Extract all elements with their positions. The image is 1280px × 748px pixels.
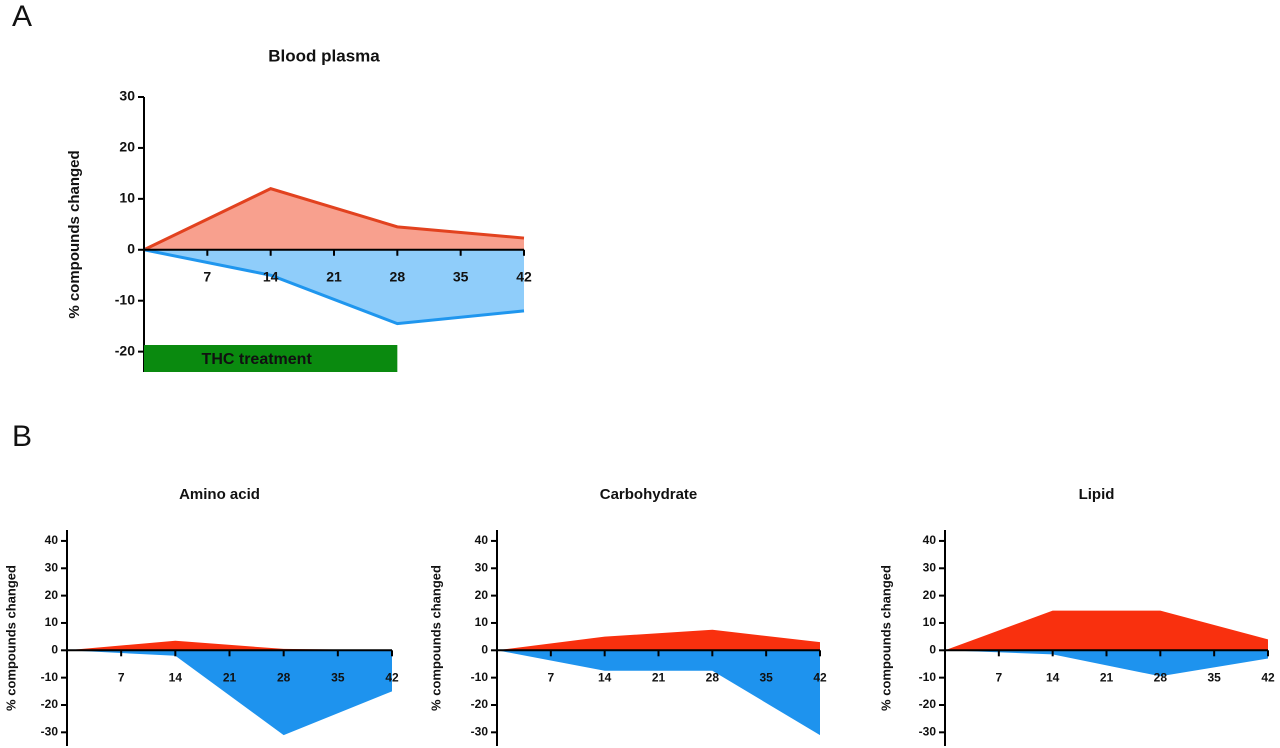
- x-tick-label: 14: [1046, 670, 1060, 684]
- treatment-label: THC treatment: [202, 351, 313, 368]
- y-tick-label: 10: [119, 190, 135, 206]
- y-tick-label: -20: [115, 342, 135, 358]
- chart-title: Blood plasma: [268, 46, 380, 65]
- y-tick-label: 0: [929, 642, 936, 656]
- y-axis-label: % compounds changed: [66, 150, 83, 318]
- y-tick-label: -20: [919, 697, 937, 711]
- x-tick-label: 28: [1154, 670, 1168, 684]
- x-tick-label: 7: [203, 268, 211, 284]
- y-tick-label: -30: [919, 725, 937, 739]
- y-tick-label: -20: [471, 697, 489, 711]
- y-tick-label: -10: [471, 670, 489, 684]
- y-tick-label: 20: [119, 139, 135, 155]
- area: [67, 640, 392, 651]
- x-tick-label: 7: [995, 670, 1002, 684]
- x-tick-label: 21: [652, 670, 666, 684]
- x-tick-label: 7: [547, 670, 554, 684]
- y-tick-label: -20: [41, 697, 59, 711]
- x-tick-label: 35: [331, 670, 345, 684]
- y-tick-label: 40: [923, 533, 937, 547]
- area: [144, 188, 524, 250]
- x-tick-label: 21: [223, 670, 237, 684]
- y-tick-label: 40: [475, 533, 489, 547]
- panel-label: A: [12, 0, 32, 33]
- chart-title: Amino acid: [179, 486, 260, 503]
- y-axis-label: % compounds changed: [878, 565, 893, 711]
- x-tick-label: 28: [390, 268, 406, 284]
- y-axis-label: % compounds changed: [3, 565, 18, 711]
- y-tick-label: 20: [45, 588, 59, 602]
- y-tick-label: 30: [119, 88, 135, 104]
- x-tick-label: 21: [1100, 670, 1114, 684]
- y-tick-label: 0: [51, 642, 58, 656]
- x-tick-label: 14: [169, 670, 183, 684]
- x-tick-label: 35: [453, 268, 469, 284]
- x-tick-label: 42: [385, 670, 399, 684]
- area-line: [143, 248, 525, 326]
- chart-title: Lipid: [1079, 486, 1115, 503]
- panel-label: B: [12, 420, 32, 453]
- x-tick-label: 35: [759, 670, 773, 684]
- y-tick-label: 0: [481, 642, 488, 656]
- area: [67, 650, 392, 736]
- y-tick-label: -30: [471, 725, 489, 739]
- y-tick-label: -30: [41, 725, 59, 739]
- chart-title: Carbohydrate: [600, 486, 698, 503]
- y-tick-label: 30: [45, 560, 59, 574]
- y-tick-label: 20: [475, 588, 489, 602]
- y-tick-label: -10: [919, 670, 937, 684]
- x-tick-label: 14: [263, 268, 279, 284]
- x-tick-label: 28: [277, 670, 291, 684]
- y-axis-label: % compounds changed: [428, 565, 443, 711]
- x-tick-label: 28: [706, 670, 720, 684]
- y-tick-label: -10: [115, 291, 135, 307]
- y-tick-label: 20: [923, 588, 937, 602]
- area-line: [143, 187, 525, 252]
- treatment-bar: [144, 345, 398, 372]
- y-tick-label: 10: [45, 615, 59, 629]
- x-tick-label: 42: [1261, 670, 1275, 684]
- x-tick-label: 7: [118, 670, 125, 684]
- area: [945, 610, 1268, 651]
- area: [497, 629, 820, 651]
- x-tick-label: 14: [598, 670, 612, 684]
- y-tick-label: 30: [475, 560, 489, 574]
- area: [945, 650, 1268, 677]
- x-tick-label: 42: [516, 268, 532, 284]
- area: [497, 650, 820, 736]
- x-tick-label: 42: [813, 670, 827, 684]
- x-tick-label: 35: [1207, 670, 1221, 684]
- y-tick-label: 40: [45, 533, 59, 547]
- y-tick-label: 0: [127, 240, 135, 256]
- x-tick-label: 21: [326, 268, 342, 284]
- y-tick-label: -10: [41, 670, 59, 684]
- y-tick-label: 10: [475, 615, 489, 629]
- y-tick-label: 30: [923, 560, 937, 574]
- y-tick-label: 10: [923, 615, 937, 629]
